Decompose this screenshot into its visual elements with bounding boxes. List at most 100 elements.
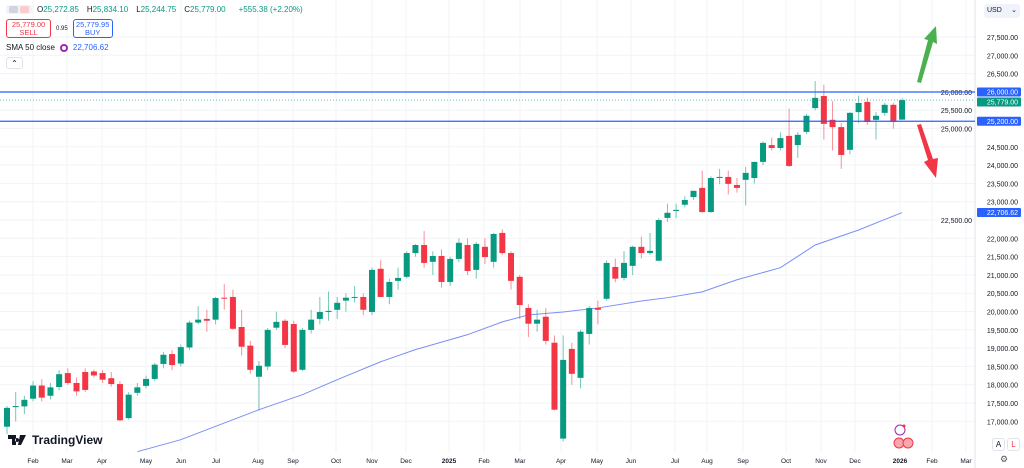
candle-up: [707, 178, 714, 213]
y-tick-label: 22,000.00: [987, 236, 1018, 243]
candle-down: [282, 320, 289, 345]
candle-down: [221, 297, 228, 299]
x-tick-label: Feb: [27, 458, 39, 465]
x-tick-label: Jun: [626, 458, 637, 465]
price-label-box: [977, 87, 1021, 97]
symbol-toggle[interactable]: [6, 5, 32, 14]
y-tick-label: 23,000.00: [987, 200, 1018, 207]
y-tick-label: 25,000.00: [941, 127, 972, 134]
candle-up: [143, 378, 150, 386]
candle-down: [786, 135, 793, 166]
tv-logo-icon: [8, 435, 26, 445]
y-tick-label: 26,500.00: [987, 72, 1018, 79]
y-tick-label: 22,500.00: [941, 218, 972, 225]
candle-up: [177, 347, 184, 364]
candle-up: [195, 319, 202, 323]
arrow-up-icon: [917, 26, 937, 83]
x-tick-label: Oct: [331, 458, 341, 465]
candle-down: [90, 371, 97, 376]
x-tick-label: Jun: [176, 458, 187, 465]
candle-down: [377, 268, 384, 297]
log-scale-button[interactable]: L: [1007, 438, 1020, 451]
candle-up: [812, 97, 819, 109]
candle-up: [490, 234, 497, 262]
ohlc-H: H25,834.10: [86, 5, 129, 14]
x-tick-label: May: [591, 458, 604, 465]
x-tick-label: Nov: [366, 458, 378, 465]
chevron-up-icon[interactable]: ⌃: [6, 57, 23, 69]
x-tick-label: Mar: [960, 458, 972, 465]
candle-up: [586, 307, 593, 334]
sma-label: SMA 50 close: [6, 43, 55, 52]
x-tick-label: May: [140, 458, 153, 465]
candle-up: [125, 394, 132, 419]
candle-up: [777, 138, 784, 148]
sma-legend[interactable]: SMA 50 close 22,706.62: [6, 43, 109, 52]
x-tick-label: Mar: [514, 458, 526, 465]
x-tick-label: Feb: [926, 458, 938, 465]
price-label: 25,200.00: [987, 119, 1018, 126]
trade-panel: 25,779.00 SELL 0.95 25,779.95 BUY: [6, 19, 113, 38]
candle-down: [699, 187, 706, 213]
x-tick-label: Sep: [287, 458, 299, 465]
candle-down: [64, 373, 71, 383]
candle-down: [838, 127, 845, 155]
y-tick-label: 20,500.00: [987, 291, 1018, 298]
candle-down: [568, 348, 575, 374]
equals-icon: [20, 6, 29, 13]
x-tick-label: Feb: [478, 458, 490, 465]
currency-select[interactable]: USD ⌄: [984, 4, 1020, 18]
candle-up: [751, 161, 758, 179]
candle-up: [212, 298, 219, 320]
minus-icon: [9, 6, 18, 13]
sell-button[interactable]: 25,779.00 SELL: [6, 19, 51, 38]
candle-down: [421, 244, 428, 263]
settings-gear-icon[interactable]: ⚙: [1000, 454, 1009, 464]
candle-down: [464, 244, 471, 271]
candle-up: [308, 319, 315, 330]
candle-up: [412, 244, 419, 254]
candle-up: [655, 220, 662, 261]
candle-down: [820, 96, 827, 124]
x-tick-label: Dec: [400, 458, 412, 465]
ohlc-legend: O25,272.85 H25,834.10 L25,244.75 C25,779.00…: [6, 5, 303, 14]
candle-up: [534, 319, 541, 324]
ohlc-values: O25,272.85 H25,834.10 L25,244.75 C25,779.00: [37, 5, 234, 14]
y-tick-label: 27,500.00: [987, 35, 1018, 42]
buy-button[interactable]: 25,779.95 BUY: [72, 19, 113, 38]
candle-up: [673, 209, 680, 211]
candle-up: [647, 250, 654, 254]
y-tick-label: 17,000.00: [987, 419, 1018, 426]
auto-scale-button[interactable]: A: [992, 438, 1005, 451]
candle-up: [403, 253, 410, 277]
candle-down: [525, 307, 532, 324]
candle-up: [560, 359, 567, 439]
x-tick-label: Apr: [556, 458, 567, 465]
candle-up: [629, 246, 636, 266]
y-tick-label: 18,500.00: [987, 364, 1018, 371]
y-tick-label: 19,000.00: [987, 346, 1018, 353]
last-price-label: 25,779.00: [987, 100, 1018, 107]
candle-up: [368, 269, 375, 312]
arrow-down-icon: [917, 124, 938, 178]
x-tick-label: 2025: [442, 458, 457, 465]
candle-down: [99, 373, 106, 380]
y-tick-label: 19,500.00: [987, 328, 1018, 335]
sma-value: 22,706.62: [72, 43, 109, 52]
last-price-label-box: [977, 97, 1021, 107]
candle-up: [881, 104, 888, 113]
candle-up: [316, 311, 323, 319]
candle-up: [429, 255, 436, 262]
candle-down: [542, 316, 549, 341]
candle-up: [325, 310, 332, 312]
x-tick-label: Mar: [61, 458, 73, 465]
y-tick-label: 27,000.00: [987, 53, 1018, 60]
candle-up: [160, 354, 167, 364]
y-tick-label: 21,500.00: [987, 255, 1018, 262]
tradingview-logo[interactable]: TradingView: [8, 433, 102, 447]
indicator-settings-icon[interactable]: [59, 43, 68, 52]
candle-up: [12, 406, 19, 408]
candle-down: [890, 104, 897, 123]
buy-price: 25,779.95: [76, 20, 110, 29]
